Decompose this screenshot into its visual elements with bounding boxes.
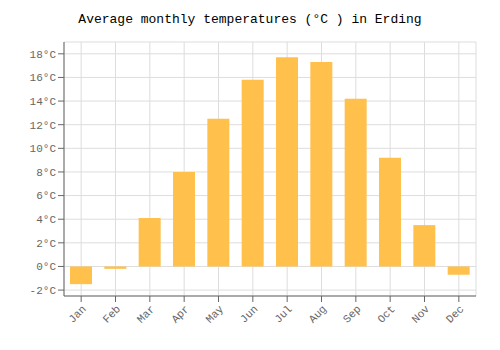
svg-text:10°C: 10°C: [30, 143, 57, 155]
svg-text:14°C: 14°C: [30, 96, 57, 108]
svg-text:Oct: Oct: [375, 303, 397, 325]
svg-text:8°C: 8°C: [36, 167, 56, 179]
svg-text:-2°C: -2°C: [30, 285, 57, 297]
svg-text:May: May: [204, 303, 227, 326]
svg-text:Sep: Sep: [341, 303, 363, 325]
svg-text:Jul: Jul: [272, 303, 294, 325]
svg-text:Dec: Dec: [444, 303, 466, 325]
svg-text:6°C: 6°C: [36, 190, 56, 202]
svg-text:Nov: Nov: [410, 303, 433, 326]
svg-text:Aug: Aug: [307, 303, 329, 325]
svg-text:Feb: Feb: [101, 303, 123, 325]
svg-text:Mar: Mar: [135, 303, 157, 325]
svg-text:Jun: Jun: [238, 303, 260, 325]
svg-text:Jan: Jan: [66, 303, 88, 325]
svg-text:4°C: 4°C: [36, 214, 56, 226]
svg-text:16°C: 16°C: [30, 72, 57, 84]
svg-text:18°C: 18°C: [30, 49, 57, 61]
svg-text:0°C: 0°C: [36, 261, 56, 273]
svg-text:2°C: 2°C: [36, 238, 56, 250]
svg-text:Apr: Apr: [169, 303, 191, 325]
svg-text:12°C: 12°C: [30, 120, 57, 132]
html-text:Average monthly temperatures (: Average monthly temperatures (°C ) in Er…: [78, 12, 422, 27]
